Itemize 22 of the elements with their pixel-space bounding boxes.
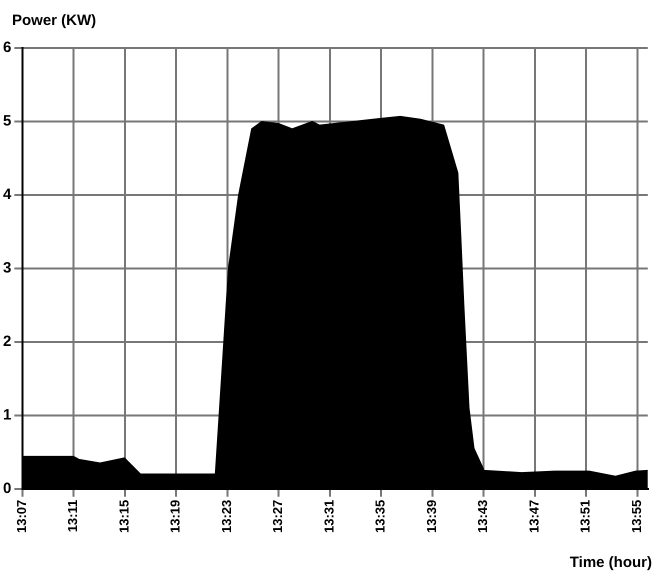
y-tick-label: 5 — [3, 112, 12, 130]
x-tick-label: 13:15 — [116, 500, 132, 533]
y-tick-label: 2 — [3, 332, 12, 350]
x-tick-label: 13:23 — [218, 500, 234, 533]
x-tick-label: 13:11 — [65, 500, 80, 532]
y-tick-label: 6 — [3, 39, 12, 56]
y-tick-label: 3 — [3, 260, 12, 277]
y-axis-title: Power (KW) — [12, 12, 96, 29]
x-tick-label: 13:55 — [628, 500, 644, 533]
x-tick-label: 13:35 — [372, 500, 388, 533]
x-tick-label: 13:51 — [578, 500, 593, 533]
x-tick-label: 13:39 — [424, 500, 439, 533]
x-tick-label: 13:47 — [526, 500, 542, 533]
x-axis-title: Time (hour) — [570, 554, 652, 571]
x-tick-label: 13:19 — [168, 500, 183, 533]
x-tick-label: 13:31 — [321, 500, 336, 533]
y-tick-label: 4 — [3, 186, 12, 204]
x-tick-label: 13:27 — [270, 500, 286, 533]
x-tick-label: 13:07 — [14, 500, 29, 533]
x-tick-label: 13:43 — [475, 500, 490, 533]
y-tick-label: 0 — [3, 480, 12, 497]
y-tick-label: 1 — [3, 406, 12, 424]
